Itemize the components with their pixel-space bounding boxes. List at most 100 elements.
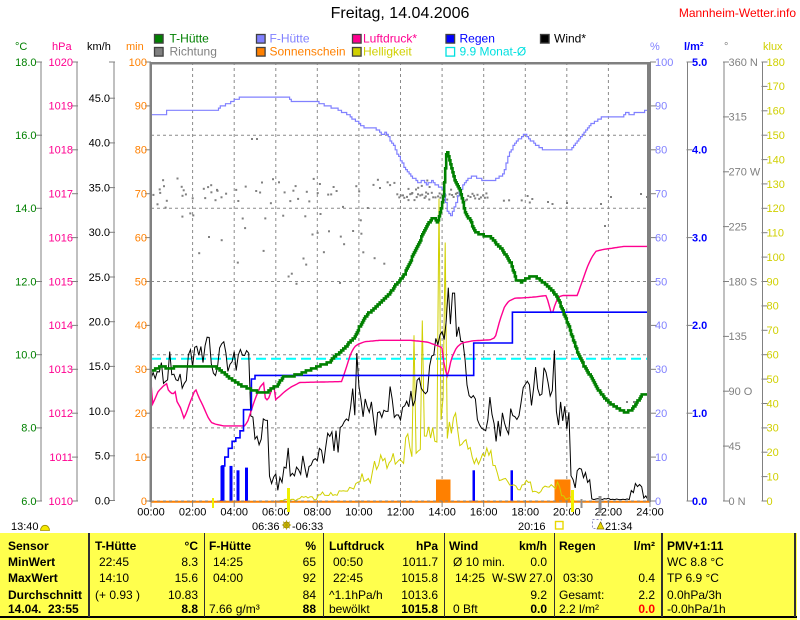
svg-text:25.0: 25.0 [89, 272, 110, 284]
svg-text:60: 60 [767, 350, 779, 362]
svg-text:hPa: hPa [52, 41, 72, 53]
svg-text:60: 60 [135, 232, 147, 244]
svg-text:Regen: Regen [460, 32, 495, 46]
svg-text:02:00: 02:00 [179, 507, 207, 519]
svg-text:1011: 1011 [49, 452, 73, 464]
svg-text:1.0: 1.0 [692, 408, 707, 420]
svg-text:80: 80 [767, 301, 779, 313]
svg-text:6.0: 6.0 [21, 496, 36, 508]
svg-text:1016: 1016 [49, 232, 73, 244]
svg-text:12.0: 12.0 [15, 276, 36, 288]
svg-text:4.0: 4.0 [692, 145, 707, 157]
svg-text:13:40: 13:40 [11, 521, 39, 533]
svg-text:5.0: 5.0 [692, 57, 707, 69]
svg-text:60: 60 [655, 232, 667, 244]
svg-text:160: 160 [767, 106, 785, 118]
svg-text:Wind*: Wind* [554, 32, 586, 46]
svg-text:40: 40 [655, 320, 667, 332]
svg-text:06:00: 06:00 [262, 507, 290, 519]
svg-text:315: 315 [729, 112, 747, 124]
svg-text:100: 100 [129, 57, 147, 69]
svg-text:40: 40 [767, 398, 779, 410]
svg-text:18.0: 18.0 [15, 57, 36, 69]
svg-text:30: 30 [655, 364, 667, 376]
svg-text:12:00: 12:00 [387, 507, 415, 519]
svg-text:°C: °C [15, 41, 27, 53]
svg-text:360 N: 360 N [729, 57, 758, 69]
svg-text:22:00: 22:00 [595, 507, 623, 519]
svg-text:-06:33: -06:33 [292, 521, 323, 533]
svg-text:15.0: 15.0 [89, 361, 110, 373]
svg-text:06:36: 06:36 [252, 521, 280, 533]
svg-text:50: 50 [655, 276, 667, 288]
svg-text:90: 90 [135, 101, 147, 113]
svg-text:10:00: 10:00 [345, 507, 373, 519]
svg-text:180 S: 180 S [729, 276, 758, 288]
svg-text:50: 50 [135, 276, 147, 288]
svg-text:0.0: 0.0 [692, 496, 707, 508]
svg-text:1012: 1012 [49, 408, 73, 420]
svg-text:130: 130 [767, 179, 785, 191]
svg-text:10: 10 [767, 471, 779, 483]
svg-text:0 N: 0 N [729, 496, 746, 508]
svg-text:1017: 1017 [49, 189, 73, 201]
svg-text:1015: 1015 [49, 276, 73, 288]
svg-text:90 O: 90 O [729, 386, 753, 398]
svg-text:40: 40 [135, 320, 147, 332]
svg-text:30: 30 [767, 423, 779, 435]
svg-text:70: 70 [767, 325, 779, 337]
svg-text:30: 30 [135, 364, 147, 376]
svg-text:70: 70 [135, 189, 147, 201]
svg-text:F-Hütte: F-Hütte [270, 32, 310, 46]
svg-text:20.0: 20.0 [89, 317, 110, 329]
svg-text:2.0: 2.0 [692, 320, 707, 332]
svg-text:Helligkeit: Helligkeit [363, 45, 412, 59]
svg-text:150: 150 [767, 130, 785, 142]
svg-text:90: 90 [767, 276, 779, 288]
svg-text:24:00: 24:00 [636, 507, 664, 519]
svg-text:110: 110 [767, 228, 785, 240]
svg-text:l/m²: l/m² [684, 41, 704, 53]
svg-text:Richtung: Richtung [170, 45, 217, 59]
svg-text:20: 20 [135, 408, 147, 420]
svg-text:10: 10 [655, 452, 667, 464]
svg-text:100: 100 [767, 252, 785, 264]
svg-text:Luftdruck*: Luftdruck* [363, 32, 417, 46]
svg-text:min: min [126, 41, 144, 53]
svg-text:10.0: 10.0 [15, 350, 36, 362]
svg-text:5.0: 5.0 [95, 451, 110, 463]
svg-text:Sonnenschein: Sonnenschein [270, 45, 346, 59]
svg-text:40.0: 40.0 [89, 138, 110, 150]
svg-text:270 W: 270 W [729, 167, 761, 179]
svg-text:30.0: 30.0 [89, 227, 110, 239]
svg-text:km/h: km/h [87, 41, 111, 53]
svg-text:45.0: 45.0 [89, 93, 110, 105]
svg-text:50: 50 [767, 374, 779, 386]
svg-text:T-Hütte: T-Hütte [170, 32, 210, 46]
svg-text:21:34: 21:34 [605, 521, 633, 533]
svg-text:04:00: 04:00 [220, 507, 248, 519]
svg-text:1014: 1014 [49, 320, 73, 332]
svg-text:170: 170 [767, 81, 785, 93]
svg-text:90: 90 [655, 101, 667, 113]
svg-text:80: 80 [135, 145, 147, 157]
svg-text:18:00: 18:00 [512, 507, 540, 519]
svg-text:20: 20 [655, 408, 667, 420]
svg-text:1019: 1019 [49, 101, 73, 113]
svg-text:3.0: 3.0 [692, 232, 707, 244]
svg-text:%: % [650, 41, 660, 53]
svg-text:20:16: 20:16 [518, 521, 546, 533]
svg-text:0: 0 [767, 496, 773, 508]
svg-text:1020: 1020 [49, 57, 73, 69]
svg-text:14:00: 14:00 [428, 507, 456, 519]
svg-text:135: 135 [729, 331, 747, 343]
svg-text:14.0: 14.0 [15, 203, 36, 215]
svg-text:0: 0 [141, 496, 147, 508]
svg-text:45: 45 [729, 441, 741, 453]
svg-text:klux: klux [763, 41, 783, 53]
svg-text:20:00: 20:00 [553, 507, 581, 519]
svg-text:9.9 Monat-Ø: 9.9 Monat-Ø [460, 45, 527, 59]
svg-text:08:00: 08:00 [304, 507, 332, 519]
svg-text:8.0: 8.0 [21, 423, 36, 435]
svg-text:°: ° [724, 41, 728, 53]
